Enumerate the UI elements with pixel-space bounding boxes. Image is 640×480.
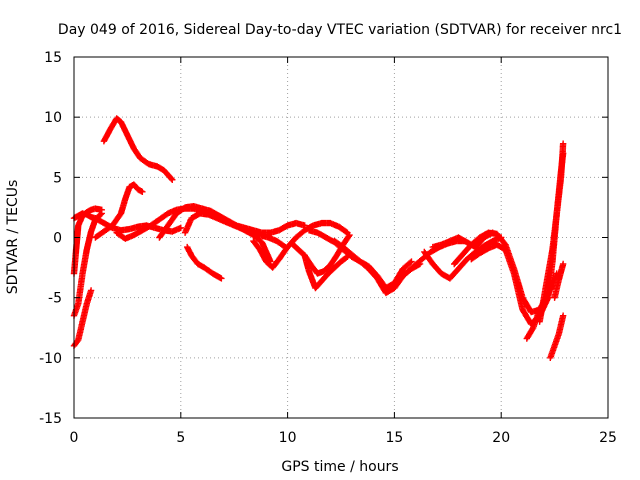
marker-path [551, 260, 567, 301]
y-tick-labels: -15 -10 -5 0 5 10 15 [39, 50, 62, 427]
series-s25 [551, 260, 567, 301]
x-tick-label: 25 [599, 430, 617, 446]
x-axis-label: GPS time / hours [281, 459, 398, 475]
x-tick-label: 15 [385, 430, 403, 446]
data-points [70, 115, 567, 361]
series-s23 [545, 150, 567, 301]
y-tick-label: 10 [44, 110, 62, 126]
marker-path [181, 210, 289, 251]
y-tick-label: -10 [39, 351, 62, 367]
grid-lines [74, 57, 608, 418]
series-s24 [547, 312, 567, 361]
series-s13 [301, 252, 351, 292]
axis-ticks [73, 56, 609, 419]
y-tick-label: 5 [53, 170, 62, 186]
series-s9 [184, 243, 225, 282]
y-tick-label: -5 [48, 291, 62, 307]
x-tick-label: 10 [279, 430, 297, 446]
series-s17 [421, 234, 505, 282]
marker-path [429, 229, 496, 251]
x-tick-label: 5 [176, 430, 185, 446]
marker-path [421, 234, 505, 282]
series-s10 [181, 210, 289, 251]
x-tick-label: 0 [70, 430, 79, 446]
y-axis-label: SDTVAR / TECUs [5, 180, 21, 295]
y-tick-label: 0 [53, 231, 62, 247]
y-tick-label: -15 [39, 411, 62, 427]
series-s6 [92, 181, 146, 241]
series-s1 [100, 115, 176, 183]
series-s20 [429, 229, 496, 251]
marker-path [547, 312, 567, 361]
marker-path [545, 150, 567, 301]
marker-path [184, 243, 225, 282]
x-tick-labels: 0 5 10 15 20 25 [70, 430, 617, 446]
chart-title: Day 049 of 2016, Sidereal Day-to-day VTE… [58, 22, 622, 38]
marker-path [301, 252, 351, 292]
marker-path [92, 181, 146, 241]
y-tick-label: 15 [44, 50, 62, 66]
x-tick-label: 20 [492, 430, 510, 446]
marker-path [100, 115, 176, 183]
